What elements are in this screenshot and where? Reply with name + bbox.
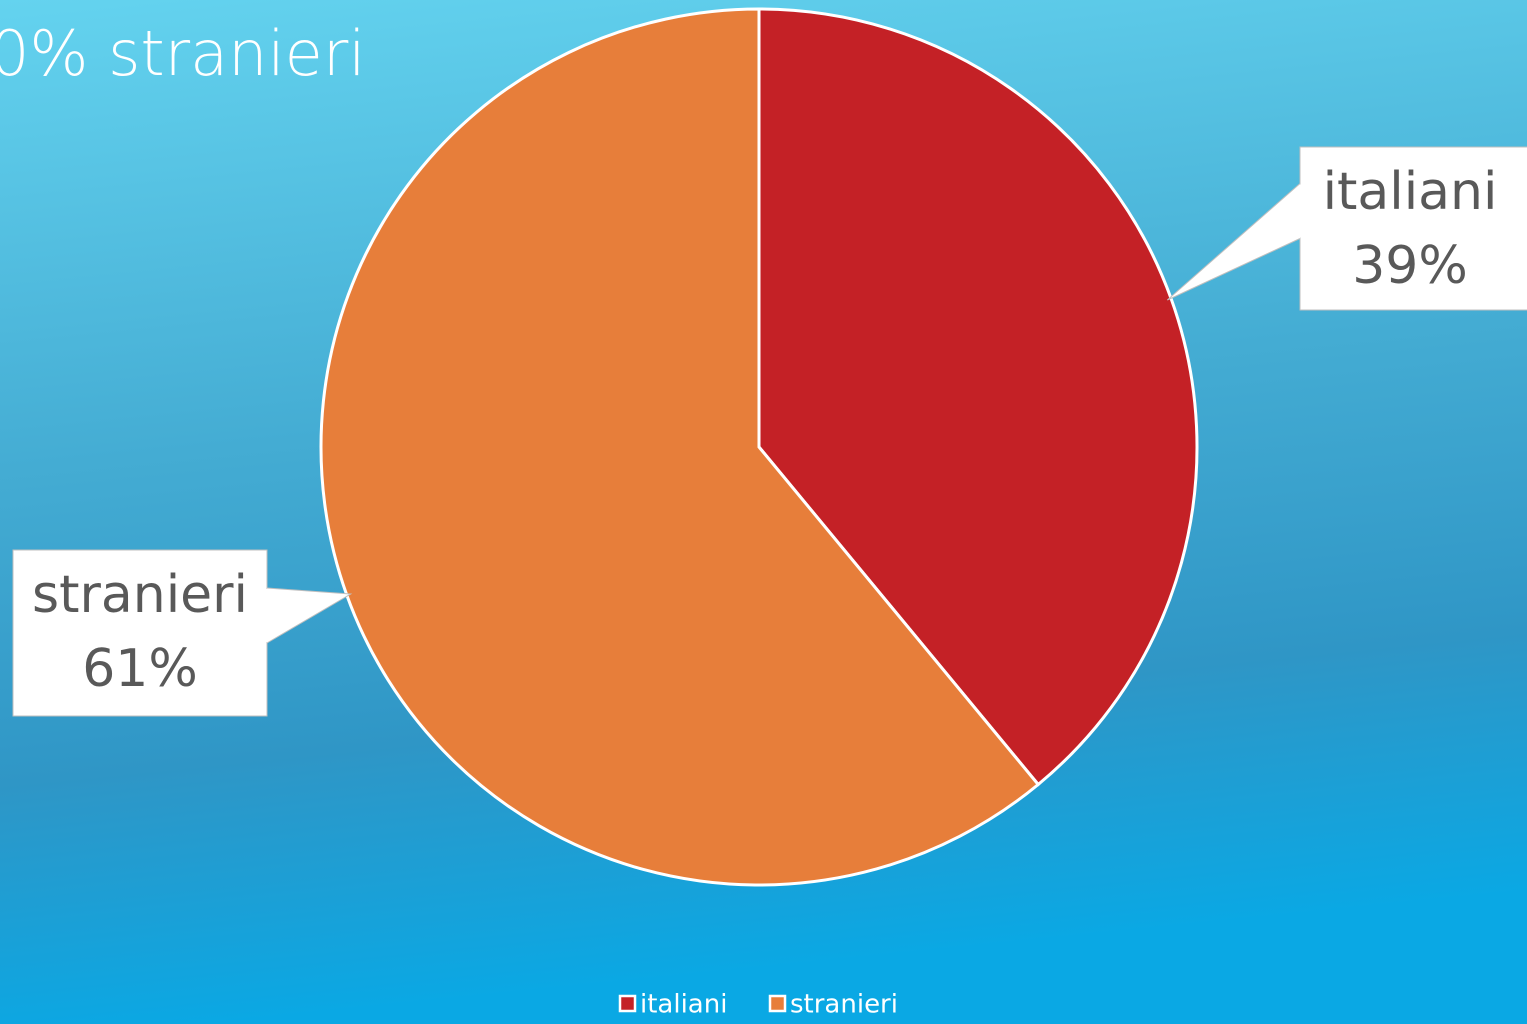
legend-swatch bbox=[768, 994, 787, 1013]
legend-label: stranieri bbox=[790, 990, 898, 1020]
slide-title: 0% stranieri bbox=[0, 17, 366, 90]
data-label-value: 39% bbox=[1352, 236, 1468, 296]
callout bbox=[1299, 146, 1527, 311]
data-label-value: 61% bbox=[82, 639, 198, 699]
callout-pointer bbox=[1167, 183, 1301, 301]
callout bbox=[12, 549, 268, 717]
data-label-name: italiani bbox=[1323, 162, 1498, 222]
legend-swatch bbox=[618, 994, 637, 1013]
data-label-name: stranieri bbox=[32, 565, 248, 625]
legend-label: italiani bbox=[640, 990, 727, 1020]
callout-pointer bbox=[266, 587, 353, 644]
callout-cover bbox=[1300, 184, 1302, 238]
callout-cover bbox=[265, 589, 267, 642]
